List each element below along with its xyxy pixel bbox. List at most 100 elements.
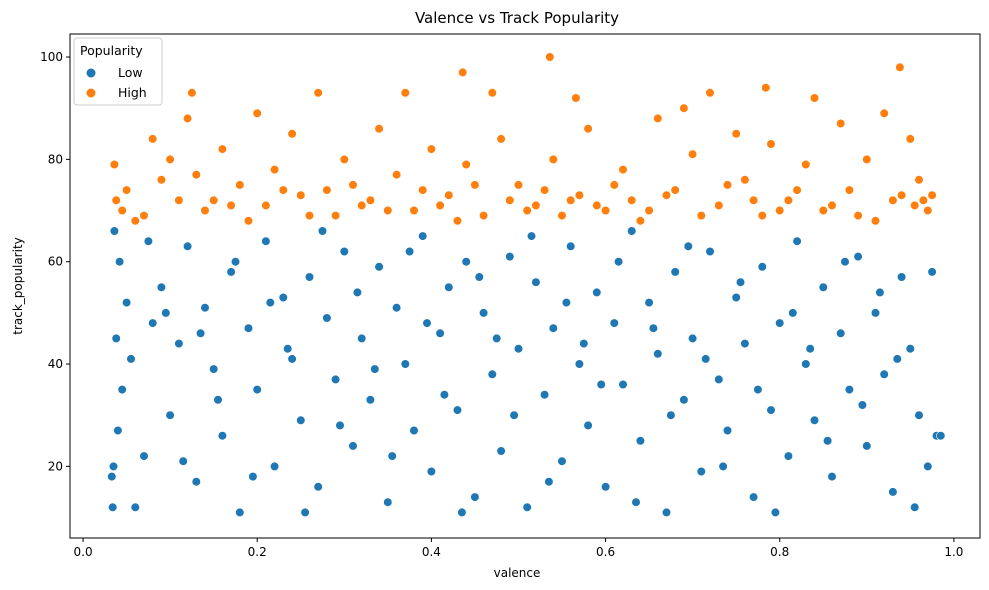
y-tick-label: 100 [40,50,63,64]
data-point-high-81 [418,185,428,195]
data-point-low-97 [905,344,915,354]
data-point-low-86 [809,415,820,425]
data-point-low-52 [513,344,524,354]
data-point-high-28 [458,67,468,77]
data-point-low-0 [107,472,117,482]
data-point-low-45 [452,405,463,415]
data-point-low-135 [701,354,711,364]
data-point-low-15 [191,477,201,487]
data-point-high-58 [836,118,846,129]
y-axis: 20 40 60 80 100 [40,50,70,473]
data-point-low-2 [113,425,123,436]
data-point-high-83 [452,216,463,226]
data-point-high-5 [156,175,166,185]
data-point-low-90 [844,385,855,395]
data-point-low-123 [492,333,502,344]
data-point-low-35 [365,395,376,405]
data-point-low-126 [544,477,554,487]
data-point-low-47 [470,492,480,502]
data-point-low-59 [574,359,585,369]
data-point-low-87 [818,282,828,292]
legend-label-low: Low [118,65,143,80]
data-point-high-46 [687,149,698,159]
data-point-low-137 [735,277,746,287]
data-point-low-41 [418,231,428,241]
data-point-high-68 [927,190,937,200]
data-point-low-136 [718,461,728,472]
data-point-high-7 [174,195,184,205]
y-axis-label: track_popularity [11,237,25,334]
data-point-low-10 [148,318,158,328]
data-point-high-15 [270,165,280,175]
data-point-high-21 [357,200,367,210]
data-point-low-116 [370,364,380,374]
data-point-low-11 [156,282,166,292]
data-point-low-33 [348,441,358,451]
data-point-low-44 [444,282,454,292]
data-point-high-3 [130,216,140,226]
data-point-low-72 [687,333,698,344]
data-point-high-4 [148,134,158,144]
y-tick-label: 80 [48,152,63,166]
data-point-high-74 [243,216,254,226]
data-point-low-77 [731,292,741,303]
data-point-low-80 [757,262,767,272]
data-point-high-22 [374,124,384,134]
data-point-low-28 [304,272,315,282]
data-point-low-12 [165,410,175,420]
data-point-low-127 [561,298,572,308]
data-point-high-40 [600,205,611,216]
data-point-low-82 [775,318,785,328]
data-point-high-79 [365,195,376,205]
data-point-high-93 [644,205,654,216]
legend-marker-low [86,68,96,78]
data-point-low-24 [270,461,280,472]
data-point-high-102 [896,190,907,200]
data-point-low-114 [335,420,345,431]
data-point-low-89 [836,328,846,338]
data-point-low-146 [892,354,902,364]
data-point-high-97 [748,195,759,205]
data-point-low-83 [783,451,794,461]
data-point-low-6 [114,257,125,267]
data-point-low-40 [409,425,419,436]
scatter-points [107,52,946,518]
data-point-high-98 [775,205,785,216]
data-point-low-36 [374,262,384,272]
x-axis: 0.0 0.2 0.4 0.6 0.8 1.0 [74,538,963,559]
data-point-high-24 [400,88,410,98]
data-point-low-98 [914,410,924,420]
data-point-high-69 [121,185,132,195]
data-point-low-144 [857,400,868,410]
data-point-low-8 [130,502,140,512]
data-point-low-125 [526,231,537,241]
data-point-high-27 [444,190,454,200]
data-point-high-2 [117,205,127,216]
data-point-high-72 [209,195,219,205]
data-point-low-121 [457,507,467,518]
data-point-low-16 [200,303,210,313]
data-point-high-53 [766,139,776,149]
data-point-high-29 [461,159,471,170]
data-point-low-30 [322,313,332,323]
data-point-low-92 [862,441,872,451]
data-point-low-4 [111,333,121,344]
data-point-high-91 [609,180,619,190]
data-point-low-51 [505,252,515,262]
data-point-low-56 [548,323,558,333]
data-point-low-95 [888,487,898,497]
data-point-low-139 [770,507,781,518]
data-point-low-46 [461,257,471,267]
data-point-low-18 [217,431,227,441]
data-point-high-43 [653,113,663,123]
data-point-high-66 [914,175,924,185]
data-point-high-88 [557,211,567,221]
data-point-low-129 [596,379,606,390]
data-point-high-67 [923,205,933,216]
data-point-low-138 [753,385,763,395]
data-point-low-102 [126,354,136,364]
data-point-high-99 [792,185,802,195]
data-point-low-78 [740,339,750,349]
data-point-high-45 [679,103,689,113]
